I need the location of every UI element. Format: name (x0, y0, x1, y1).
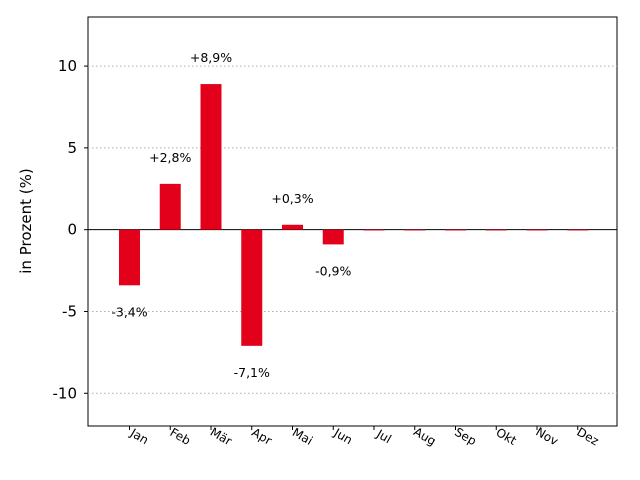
bar-jul (363, 229, 385, 231)
bar-sep (445, 229, 466, 231)
x-tick-label: Nov (533, 425, 560, 449)
bar-okt (485, 229, 507, 231)
y-tick-label: 5 (67, 139, 77, 157)
x-axis-ticks: Jan Feb Mär Apr Mai Jun Jul Aug Sep Okt Nov Dez (127, 425, 601, 449)
data-label: -7,1% (234, 365, 270, 380)
bar-mär (200, 84, 222, 230)
bar-jan (119, 229, 140, 286)
x-tick-label: Dez (574, 425, 601, 449)
x-tick-label: Apr (249, 425, 274, 448)
y-axis-ticks: 10 5 0 -5 -10 (53, 57, 88, 402)
data-label: -0,9% (315, 263, 351, 278)
data-label: +2,8% (149, 150, 191, 165)
bar-aug (404, 229, 426, 231)
x-tick-label: Feb (168, 425, 193, 448)
bar-apr (241, 229, 263, 346)
x-tick-label: Sep (452, 425, 479, 448)
x-tick-label: Jun (331, 425, 355, 447)
data-labels: -3,4% +2,8% +8,9% -7,1% +0,3% -0,9% (111, 50, 351, 380)
data-label: +8,9% (190, 50, 232, 65)
y-axis-title: in Prozent (%) (17, 168, 35, 273)
bar-nov (526, 229, 548, 231)
y-tick-label: 0 (67, 221, 77, 239)
data-label: -3,4% (111, 304, 147, 319)
y-tick-label: -5 (62, 302, 77, 320)
data-label: +0,3% (271, 191, 313, 206)
y-tick-label: -10 (53, 384, 78, 402)
bar-jun (322, 229, 344, 245)
x-tick-label: Jul (373, 426, 393, 446)
gridlines (88, 65, 617, 394)
bar-dez (567, 229, 589, 231)
bar-feb (159, 183, 181, 230)
x-tick-label: Aug (411, 425, 438, 449)
x-tick-label: Mai (290, 425, 315, 448)
x-tick-label: Okt (494, 425, 520, 448)
x-tick-label: Mär (208, 425, 235, 448)
bar-mai (282, 224, 303, 230)
bars (119, 84, 589, 346)
y-tick-label: 10 (58, 57, 77, 75)
x-tick-label: Jan (127, 425, 151, 447)
